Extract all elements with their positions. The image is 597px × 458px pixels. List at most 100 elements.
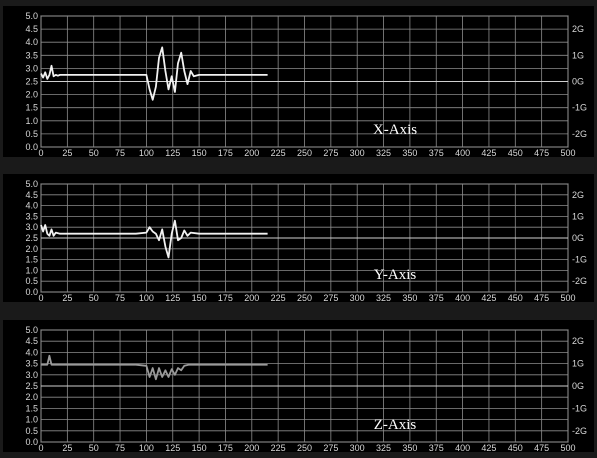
y-tick-label-right: 2G (572, 24, 584, 34)
x-tick-label: 500 (560, 293, 575, 303)
y-tick-label-left: 1.0 (25, 415, 38, 425)
x-tick-label: 300 (350, 148, 365, 158)
x-tick-label: 100 (139, 443, 154, 453)
x-tick-label: 475 (534, 293, 549, 303)
series-line-xaxis (40, 46, 268, 101)
x-tick-label: 350 (402, 148, 417, 158)
y-tick-label-left: 3.5 (25, 359, 38, 369)
x-tick-label: 150 (192, 443, 207, 453)
x-tick-label: 0 (38, 443, 43, 453)
x-tick-label: 175 (218, 293, 233, 303)
x-tick-label: 25 (62, 293, 72, 303)
x-tick-label: 425 (481, 148, 496, 158)
x-tick-label: 125 (165, 443, 180, 453)
y-tick-label-right: -2G (572, 426, 587, 436)
y-tick-label-left: 4.0 (25, 201, 38, 211)
x-tick-label: 25 (62, 148, 72, 158)
x-tick-label: 75 (115, 293, 125, 303)
y-tick-label-left: 1.0 (25, 265, 38, 275)
x-tick-label: 125 (165, 148, 180, 158)
x-tick-label: 450 (508, 443, 523, 453)
x-tick-label: 100 (139, 148, 154, 158)
x-tick-label: 375 (429, 293, 444, 303)
y-tick-label-left: 3.0 (25, 222, 38, 232)
y-tick-label-left: 2.0 (25, 392, 38, 402)
x-tick-label: 150 (192, 293, 207, 303)
chart-title-yaxis: Y-Axis (374, 267, 417, 283)
series-line-yaxis (40, 219, 268, 259)
x-tick-label: 75 (115, 148, 125, 158)
x-tick-label: 75 (115, 443, 125, 453)
x-tick-label: 0 (38, 293, 43, 303)
x-tick-label: 475 (534, 148, 549, 158)
y-tick-label-left: 5.0 (25, 11, 38, 21)
x-tick-label: 325 (376, 148, 391, 158)
x-tick-label: 425 (481, 293, 496, 303)
y-tick-label-left: 0.0 (25, 142, 38, 152)
y-tick-label-left: 1.0 (25, 116, 38, 126)
x-tick-label: 250 (297, 148, 312, 158)
x-tick-label: 350 (402, 443, 417, 453)
y-tick-label-left: 0.5 (25, 276, 38, 286)
y-tick-label-left: 0.0 (25, 437, 38, 447)
x-tick-label: 375 (429, 443, 444, 453)
y-tick-label-right: 2G (572, 336, 584, 346)
chart-panel-zaxis: 0 25 50 75 100 125 150 175 200 225 250 275 300 325 350… (3, 320, 594, 453)
x-tick-label: 300 (350, 443, 365, 453)
y-tick-label-left: 5.0 (25, 179, 38, 189)
y-tick-label-left: 4.5 (25, 24, 38, 34)
x-tick-label: 250 (297, 293, 312, 303)
y-tick-label-right: 1G (572, 359, 584, 369)
y-tick-label-left: 1.5 (25, 255, 38, 265)
x-tick-label: 300 (350, 293, 365, 303)
x-tick-label: 400 (455, 293, 470, 303)
y-tick-label-left: 3.5 (25, 50, 38, 60)
x-tick-label: 150 (192, 148, 207, 158)
chart-panel-xaxis: 0 25 50 75 100 125 150 175 200 225 250 275 300 325 350… (3, 6, 594, 158)
y-tick-label-left: 2.0 (25, 90, 38, 100)
x-tick-label: 225 (271, 293, 286, 303)
x-tick-label: 275 (323, 148, 338, 158)
y-tick-label-right: 0G (572, 381, 584, 391)
x-tick-label: 0 (38, 148, 43, 158)
x-tick-label: 275 (323, 293, 338, 303)
y-tick-label-right: 0G (572, 77, 584, 87)
y-tick-label-left: 4.0 (25, 347, 38, 357)
x-tick-label: 500 (560, 148, 575, 158)
x-tick-label: 325 (376, 293, 391, 303)
x-tick-label: 425 (481, 443, 496, 453)
x-tick-label: 475 (534, 443, 549, 453)
y-tick-label-right: -2G (572, 276, 587, 286)
x-tick-label: 50 (89, 293, 99, 303)
x-tick-label: 175 (218, 148, 233, 158)
x-tick-label: 350 (402, 293, 417, 303)
y-tick-label-left: 4.5 (25, 190, 38, 200)
y-tick-label-left: 2.5 (25, 77, 38, 87)
x-tick-label: 50 (89, 443, 99, 453)
x-tick-label: 175 (218, 443, 233, 453)
y-tick-label-left: 0.5 (25, 129, 38, 139)
x-tick-label: 400 (455, 443, 470, 453)
chart-title-zaxis: Z-Axis (374, 417, 417, 433)
y-tick-label-left: 2.5 (25, 381, 38, 391)
x-tick-label: 250 (297, 443, 312, 453)
x-tick-label: 400 (455, 148, 470, 158)
y-tick-label-right: -1G (572, 103, 587, 113)
y-tick-label-left: 3.0 (25, 63, 38, 73)
x-tick-label: 50 (89, 148, 99, 158)
y-tick-label-left: 2.5 (25, 233, 38, 243)
x-tick-label: 25 (62, 443, 72, 453)
x-tick-label: 100 (139, 293, 154, 303)
y-tick-label-left: 1.5 (25, 403, 38, 413)
y-tick-label-right: -1G (572, 403, 587, 413)
series-line-zaxis (41, 354, 268, 381)
y-tick-label-right: 1G (572, 50, 584, 60)
y-tick-label-left: 3.0 (25, 370, 38, 380)
y-tick-label-left: 5.0 (25, 325, 38, 335)
y-tick-label-right: 2G (572, 190, 584, 200)
x-tick-label: 450 (508, 148, 523, 158)
y-tick-label-right: -2G (572, 129, 587, 139)
y-tick-label-left: 4.0 (25, 37, 38, 47)
y-tick-label-left: 0.5 (25, 426, 38, 436)
